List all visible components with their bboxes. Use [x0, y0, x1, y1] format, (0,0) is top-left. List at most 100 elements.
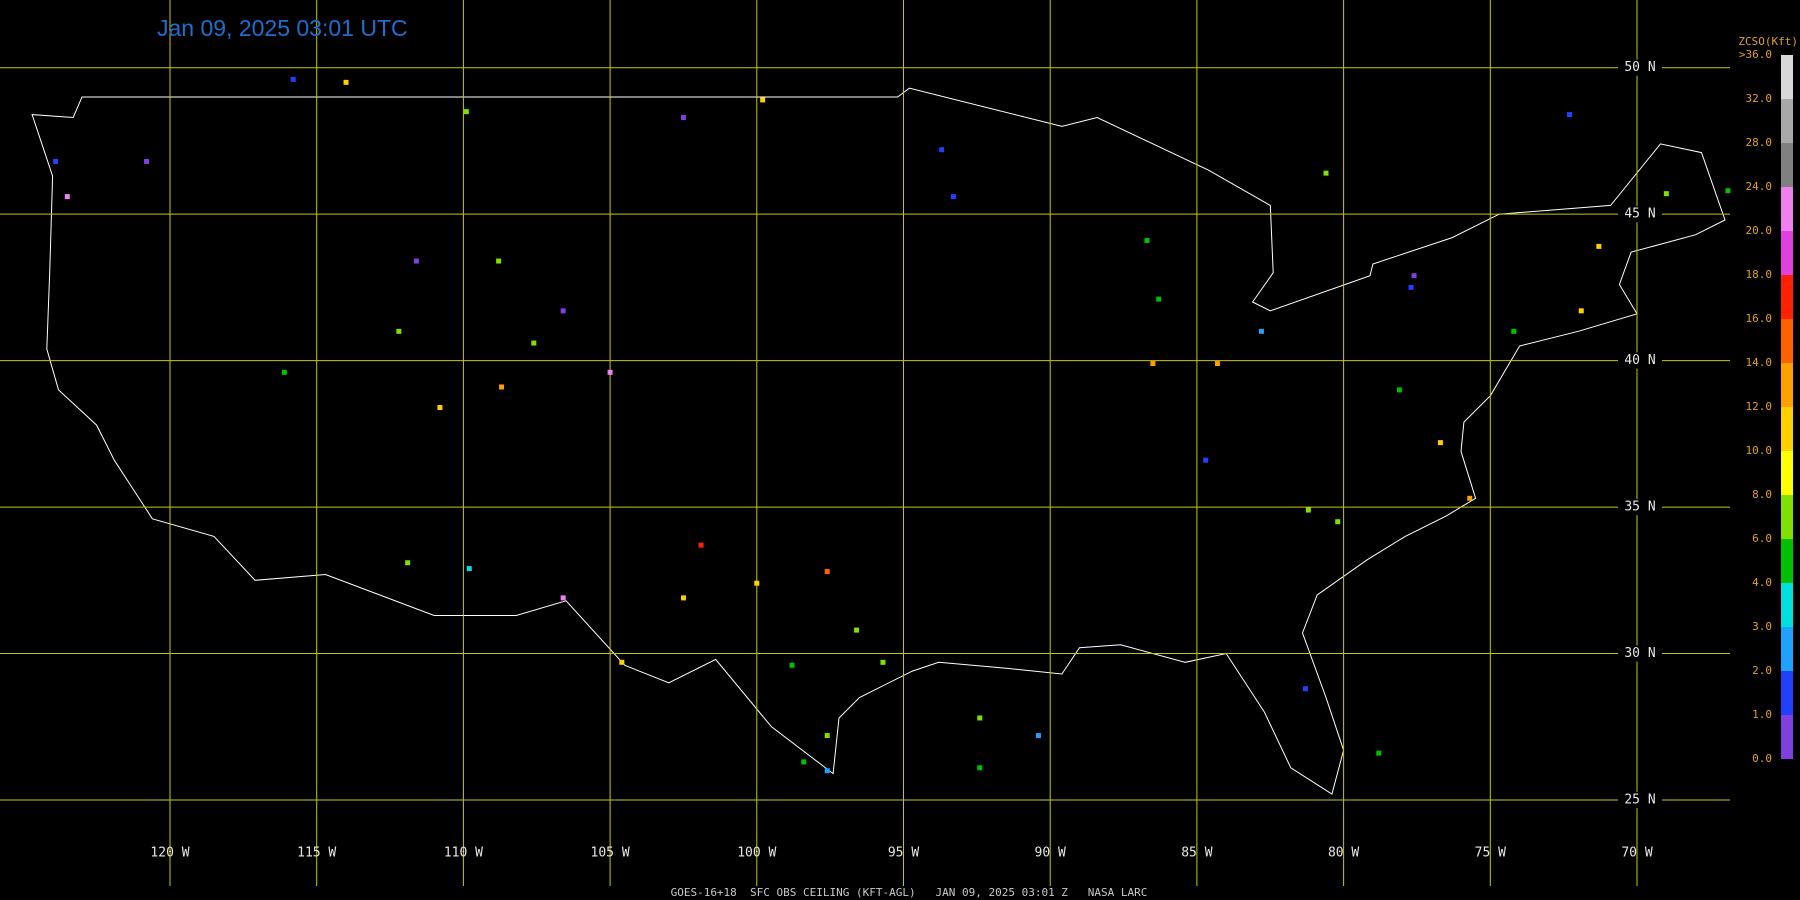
label-bg — [1618, 59, 1662, 76]
station — [1396, 387, 1402, 393]
legend-label: 24.0 — [1746, 180, 1773, 193]
lon-label: 110 W — [444, 846, 483, 861]
station — [53, 158, 59, 164]
lon-label: 105 W — [591, 846, 630, 861]
us-outline — [31, 87, 1726, 795]
lon-label: 95 W — [888, 846, 919, 861]
legend-swatch — [1781, 407, 1793, 451]
legend-swatch — [1781, 143, 1793, 187]
station — [680, 114, 686, 120]
label-bg — [1618, 206, 1662, 223]
station — [854, 627, 860, 633]
station — [1725, 188, 1731, 194]
station — [754, 580, 760, 586]
legend-label: 3.0 — [1752, 620, 1772, 633]
station — [1596, 243, 1602, 249]
legend-label: 18.0 — [1746, 268, 1773, 281]
station — [1335, 519, 1341, 525]
legend-swatch — [1781, 231, 1793, 275]
station — [1567, 112, 1573, 118]
station — [1411, 273, 1417, 279]
legend-label: 16.0 — [1746, 312, 1773, 325]
station — [466, 566, 472, 572]
title: Jan 09, 2025 03:01 UTC — [157, 15, 408, 41]
legend-swatch — [1781, 671, 1793, 715]
station — [531, 340, 537, 346]
station — [824, 768, 830, 774]
legend-label: 6.0 — [1752, 532, 1772, 545]
legend-label: 8.0 — [1752, 488, 1772, 501]
station — [1305, 507, 1311, 513]
lat-label: 50 N — [1624, 60, 1655, 75]
station — [801, 759, 807, 765]
station — [880, 659, 886, 665]
station — [789, 662, 795, 668]
station — [1663, 191, 1669, 197]
station — [1467, 495, 1473, 501]
station — [343, 79, 349, 85]
station — [1035, 733, 1041, 739]
station — [64, 194, 70, 200]
graticule: 120 W 115 W 110 W 105 W 100 W 95 W 90 W 85 W 80 … — [0, 0, 1730, 886]
coastline — [31, 87, 1726, 795]
legend-swatch — [1781, 627, 1793, 671]
legend-label: >36.0 — [1739, 48, 1772, 61]
lon-label: 100 W — [737, 846, 776, 861]
station — [698, 542, 704, 548]
legend-label: 4.0 — [1752, 576, 1772, 589]
lon-label: 115 W — [297, 846, 336, 861]
station — [1144, 238, 1150, 244]
lat-label: 25 N — [1624, 793, 1655, 808]
legend-label: 12.0 — [1746, 400, 1773, 413]
station — [1578, 308, 1584, 314]
legend-label: 14.0 — [1746, 356, 1773, 369]
label-bg — [1618, 792, 1662, 808]
lat-label: 40 N — [1624, 353, 1655, 368]
station — [290, 76, 296, 82]
station — [405, 560, 411, 566]
lat-label: 45 N — [1624, 207, 1655, 222]
station — [607, 369, 613, 375]
station — [939, 147, 945, 153]
lat-label: 30 N — [1624, 646, 1655, 661]
station — [824, 733, 830, 739]
legend-swatch — [1781, 275, 1793, 319]
station — [144, 158, 150, 164]
legend-swatch — [1781, 55, 1793, 99]
legend-title: ZCSO(Kft) — [1738, 35, 1798, 48]
legend-swatch — [1781, 583, 1793, 627]
label-bg — [1618, 352, 1662, 369]
station — [1511, 328, 1517, 334]
legend-swatch — [1781, 99, 1793, 143]
lon-label: 80 W — [1328, 846, 1359, 861]
legend-label: 28.0 — [1746, 136, 1773, 149]
station — [1203, 457, 1209, 463]
lat-label: 35 N — [1624, 500, 1655, 515]
station — [1156, 296, 1162, 302]
legend-swatch — [1781, 451, 1793, 495]
station — [1150, 361, 1156, 367]
legend-label: 2.0 — [1752, 664, 1772, 677]
station — [413, 258, 419, 264]
station — [396, 328, 402, 334]
footer: GOES-16+18 SFC OBS CEILING (KFT-AGL) JAN… — [671, 886, 1148, 899]
legend-swatch — [1781, 187, 1793, 231]
station — [1258, 328, 1264, 334]
station — [281, 369, 287, 375]
station — [560, 595, 566, 601]
station — [619, 659, 625, 665]
legend-label: 10.0 — [1746, 444, 1773, 457]
station — [977, 715, 983, 721]
legend-label: 0.0 — [1752, 752, 1772, 765]
station — [977, 765, 983, 771]
stations — [53, 76, 1731, 774]
station — [463, 109, 469, 115]
legend-swatch — [1781, 495, 1793, 539]
lon-label: 70 W — [1621, 846, 1652, 861]
legend: ZCSO(Kft) >36.0 32.0 28.0 24.0 20.0 18.0 16.0 1… — [1738, 35, 1798, 765]
lon-label: 85 W — [1181, 846, 1212, 861]
station — [499, 384, 505, 390]
station — [824, 569, 830, 575]
